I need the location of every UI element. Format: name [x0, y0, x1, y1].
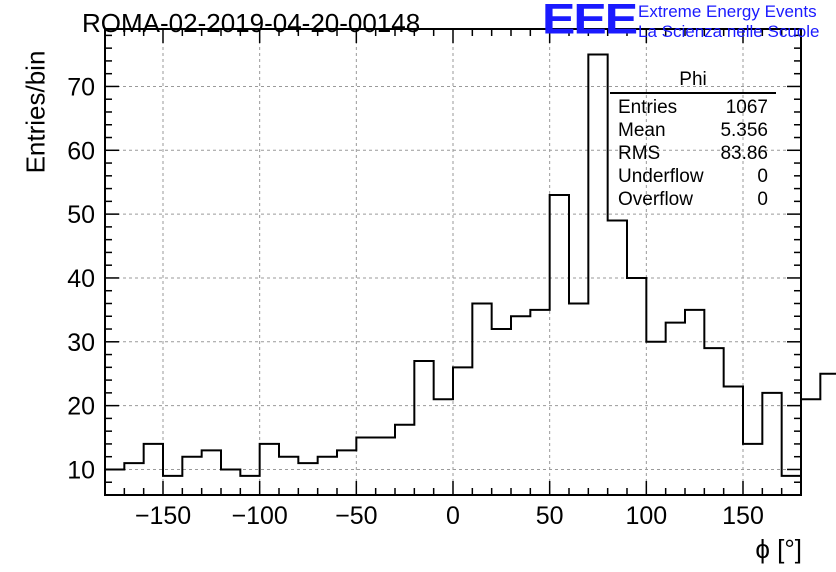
histogram-series — [105, 53, 836, 477]
y-tick-label: 50 — [67, 201, 95, 229]
chart-title: ROMA-02-2019-04-20-00148 — [82, 8, 421, 38]
logo-line-2: La Scienza nelle Scuole — [638, 22, 820, 41]
stats-row-mean: Mean 5.356 — [610, 119, 776, 142]
grid-lines — [105, 29, 801, 495]
y-tick-label: 20 — [67, 393, 95, 421]
x-tick-label: −50 — [335, 502, 377, 530]
stats-value: 5.356 — [720, 120, 768, 141]
stats-label: Entries — [618, 97, 678, 118]
stats-value: 0 — [757, 166, 768, 187]
logo-caption: Extreme Energy Events La Scienza nelle S… — [638, 2, 819, 42]
histogram-line — [105, 53, 836, 477]
x-tick-label: 100 — [625, 502, 667, 530]
stats-row-underflow: Underflow 0 — [610, 165, 776, 188]
stats-row-rms: RMS 83.86 — [610, 142, 776, 165]
stats-box: Phi Entries 1067 Mean 5.356 RMS 83.86 Under… — [610, 70, 776, 211]
stats-value: 1067 — [725, 97, 768, 118]
stats-label: Underflow — [618, 166, 704, 187]
eee-logo: EEE — [542, 0, 638, 44]
y-tick-label: 30 — [67, 329, 95, 357]
axis-ticks: −150 −100 −50 0 50 100 150 10 20 30 40 50 60 70 — [67, 29, 802, 530]
x-tick-label: 150 — [722, 502, 764, 530]
x-tick-label: 50 — [536, 502, 564, 530]
y-axis-label: Entries/bin — [20, 50, 51, 174]
stats-name: Phi — [610, 70, 776, 94]
stats-row-entries: Entries 1067 — [610, 96, 776, 119]
y-tick-label: 10 — [67, 456, 95, 484]
stats-label: Mean — [618, 120, 666, 141]
stats-label: RMS — [618, 143, 661, 164]
stats-value: 0 — [757, 189, 768, 210]
stats-row-overflow: Overflow 0 — [610, 188, 776, 211]
logo-line-1: Extreme Energy Events — [638, 2, 817, 21]
y-tick-label: 70 — [67, 73, 95, 101]
stats-value: 83.86 — [720, 143, 768, 164]
y-tick-label: 60 — [67, 137, 95, 165]
plot-frame — [104, 28, 802, 496]
stats-label: Overflow — [618, 189, 693, 210]
x-axis-label: ϕ [°] — [755, 534, 802, 564]
x-tick-label: −150 — [135, 502, 191, 530]
x-tick-label: −100 — [232, 502, 288, 530]
y-tick-label: 40 — [67, 265, 95, 293]
x-tick-label: 0 — [446, 502, 460, 530]
